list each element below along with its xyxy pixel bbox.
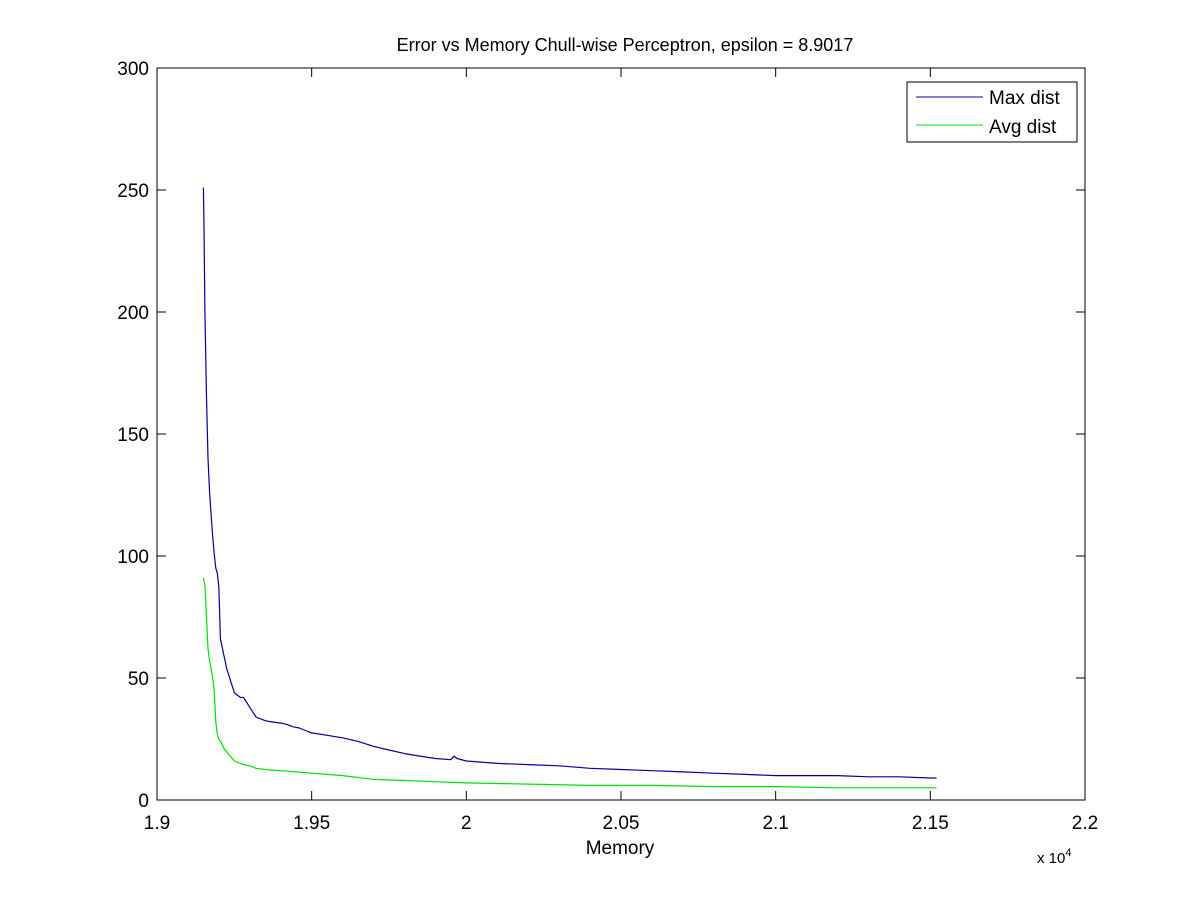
chart-title: Error vs Memory Chull-wise Perceptron, e…	[397, 35, 854, 55]
x-axis-multiplier-base: x 10	[1037, 850, 1065, 867]
x-axis-label: Memory	[586, 838, 655, 859]
tick-layer: 1.9 1.95 2 2.05 2.1 2.15 2.2 0 50 100 150 200 250 300	[117, 59, 1098, 834]
x-tick-label: 2.1	[762, 813, 788, 834]
x-tick-label: 2.2	[1072, 813, 1098, 834]
x-tick-label: 2.15	[912, 813, 949, 834]
y-tick-label: 150	[117, 425, 149, 446]
x-axis-multiplier-exponent: 4	[1065, 847, 1071, 859]
axes-box	[156, 67, 1086, 801]
legend-label-avg-dist: Avg dist	[989, 117, 1057, 138]
y-tick-label: 0	[138, 791, 149, 812]
x-tick-label: 2	[461, 813, 472, 834]
legend: Max dist Avg dist	[906, 81, 1078, 143]
y-tick-label: 100	[117, 547, 149, 568]
plot-area: 1.9 1.95 2 2.05 2.1 2.15 2.2 0 50 100 150 200 250 300	[117, 59, 1098, 834]
y-tick-label: 300	[117, 59, 149, 80]
series-avg-dist-line	[202, 577, 937, 789]
x-tick-label: 1.95	[293, 813, 330, 834]
y-tick-label: 50	[128, 669, 149, 690]
y-tick-label: 250	[117, 181, 149, 202]
x-tick-label: 1.9	[144, 813, 170, 834]
x-tick-label: 2.05	[603, 813, 640, 834]
series-layer	[202, 187, 937, 789]
legend-label-max-dist: Max dist	[989, 88, 1060, 109]
legend-box	[906, 81, 1078, 143]
series-max-dist-line	[202, 187, 937, 779]
y-tick-label: 200	[117, 303, 149, 324]
x-axis-multiplier: x 104	[1037, 847, 1071, 867]
